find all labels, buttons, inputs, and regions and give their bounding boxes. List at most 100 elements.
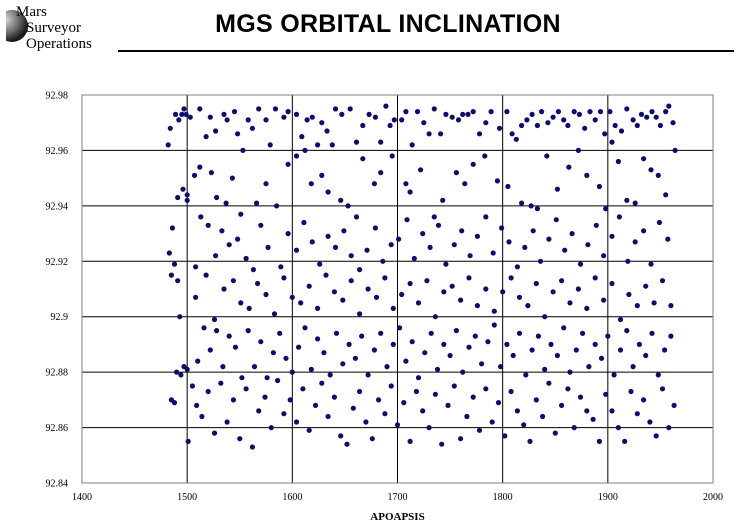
data-point [638, 111, 645, 117]
data-point [383, 103, 389, 109]
data-point [205, 388, 211, 395]
data-point [277, 330, 283, 336]
x-axis-title: APOAPSIS [370, 511, 424, 523]
data-point [306, 283, 312, 289]
data-point [625, 258, 631, 264]
data-point [656, 219, 663, 226]
data-point [582, 125, 588, 131]
data-point [219, 228, 225, 234]
data-point [371, 181, 377, 187]
data-point [298, 300, 304, 306]
data-point [237, 436, 243, 442]
data-point [544, 153, 550, 159]
data-point [255, 280, 261, 287]
data-point [615, 158, 622, 165]
data-point [299, 134, 305, 140]
data-point [347, 106, 353, 112]
data-point [649, 109, 655, 115]
data-point [453, 170, 459, 176]
data-point [427, 244, 433, 250]
data-point [573, 347, 579, 353]
data-point [372, 114, 378, 120]
data-point [490, 250, 496, 256]
data-point [176, 117, 182, 123]
data-point [641, 228, 647, 234]
data-point [504, 341, 510, 347]
y-axis-tick-labels: 92.84 92.86 92.88 92.9 92.92 92.94 92.96 92.98 [46, 91, 69, 490]
data-point [616, 214, 623, 220]
data-point [584, 408, 590, 414]
data-point [249, 444, 255, 450]
data-point [555, 109, 562, 115]
data-point [175, 278, 181, 284]
data-point [213, 128, 219, 134]
data-point [283, 355, 289, 361]
data-point [431, 106, 437, 112]
data-point [498, 364, 504, 370]
data-point [403, 109, 409, 115]
data-point [220, 364, 226, 370]
planet-icon [0, 10, 28, 42]
data-point [293, 111, 300, 117]
data-point [365, 286, 371, 292]
data-point [657, 122, 664, 129]
data-point [552, 430, 558, 436]
data-point [561, 117, 567, 123]
data-point [308, 366, 314, 372]
data-point [575, 147, 582, 153]
data-point [596, 438, 603, 444]
x-tick-label: 1700 [388, 492, 408, 503]
data-point [211, 316, 218, 323]
data-point [422, 350, 428, 356]
data-point [630, 364, 636, 370]
data-point [238, 211, 244, 217]
data-point [331, 394, 337, 400]
data-point [293, 153, 300, 159]
data-point [527, 438, 533, 444]
data-point [584, 305, 590, 311]
data-point [363, 419, 369, 425]
data-point [414, 109, 421, 115]
data-point [407, 438, 413, 444]
data-point [459, 228, 465, 234]
data-point [508, 275, 514, 281]
data-point [180, 186, 186, 192]
data-point [632, 200, 638, 206]
data-point [590, 416, 596, 422]
data-point [476, 131, 483, 137]
data-point [420, 408, 426, 414]
data-point [251, 364, 258, 370]
data-point [561, 325, 567, 331]
data-point [323, 272, 329, 278]
data-point [360, 122, 366, 129]
data-point [509, 131, 515, 137]
data-point [432, 314, 438, 320]
data-point [388, 242, 394, 248]
data-point [245, 328, 251, 334]
data-point [174, 369, 180, 375]
data-point [612, 122, 618, 129]
y-tick-label: 92.84 [46, 479, 69, 490]
data-point [258, 339, 264, 345]
data-point [226, 333, 232, 339]
data-point [626, 291, 632, 298]
data-point [235, 131, 241, 137]
data-point [177, 314, 183, 320]
y-tick-label: 92.88 [46, 368, 69, 379]
data-point [271, 311, 278, 317]
data-point [359, 333, 365, 339]
data-point [445, 402, 451, 408]
data-point [651, 300, 657, 306]
data-point [529, 347, 535, 353]
data-point [249, 125, 255, 131]
data-point [366, 111, 372, 117]
data-point [263, 181, 269, 187]
data-point [262, 394, 268, 400]
data-point [325, 413, 331, 420]
data-point [169, 225, 175, 231]
data-point [491, 322, 497, 328]
data-point [643, 283, 649, 289]
data-point [232, 344, 239, 350]
data-point [449, 114, 455, 120]
data-point [624, 106, 630, 112]
